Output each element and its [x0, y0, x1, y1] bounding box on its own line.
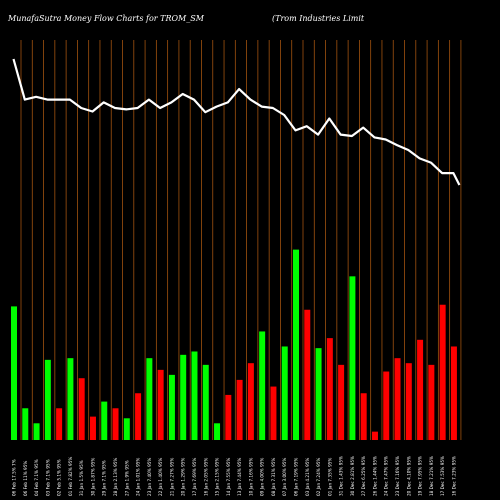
- x-tick-label: 27 Jan 1.9% 95%: [124, 460, 129, 496]
- money-flow-bar: [293, 249, 299, 440]
- bar-layer: [11, 249, 457, 440]
- price-line: [12, 58, 461, 186]
- x-tick-label: 31 Jan 1.5% 95%: [79, 460, 84, 496]
- money-flow-bar: [383, 371, 390, 440]
- x-tick-label: 06 Feb 11% 95%: [23, 461, 28, 496]
- money-flow-bar: [417, 339, 424, 440]
- money-flow-bar: [304, 309, 311, 440]
- money-flow-bar: [247, 363, 254, 440]
- money-flow-bar: [44, 359, 51, 440]
- x-tick-label: 10 Jan 7.16% 95%: [248, 458, 253, 496]
- x-tick-label: 04 Feb 7.1% 95%: [34, 459, 39, 496]
- money-flow-bar: [180, 354, 187, 440]
- money-flow-bar: [56, 408, 63, 440]
- money-flow-bar: [214, 423, 221, 440]
- money-flow-bar: [89, 416, 96, 440]
- x-tick-label: 07 Jan 3.00% 95%: [282, 458, 287, 496]
- money-flow-bar: [360, 393, 367, 440]
- x-tick-label: 20 Dec 4.10% 95%: [406, 456, 411, 496]
- x-tick-label: 20 Jan 1.29% 95%: [181, 458, 186, 496]
- money-flow-bar: [270, 386, 277, 440]
- money-flow-bar: [157, 369, 164, 440]
- money-flow-bar: [394, 358, 401, 440]
- money-flow-bar: [22, 408, 29, 440]
- x-tick-label: 13 Jan 7.44% 95%: [237, 458, 242, 496]
- money-flow-bar: [191, 351, 198, 440]
- x-tick-label: 09 Jan 4.00% 95%: [260, 458, 265, 496]
- grid-layer: [20, 40, 462, 440]
- x-tick-label: 01 Feb 7.82% 95%: [68, 457, 73, 496]
- x-tick-label: 02 Feb 5.1% 95%: [57, 459, 62, 496]
- money-flow-bar: [67, 358, 74, 440]
- x-tick-label: 23 Jan 7.40% 95%: [147, 458, 152, 496]
- x-tick-label: 15 Jan 2.15% 95%: [215, 458, 220, 496]
- x-tick-label: 17 Jan 7.69% 95%: [192, 458, 197, 496]
- x-tick-label: 06 Jan 7.19% 95%: [294, 458, 299, 496]
- money-flow-bar: [236, 379, 243, 440]
- money-flow-bar: [439, 304, 446, 440]
- x-tick-label: 01 Jan 7.35% 95%: [327, 458, 332, 496]
- x-tick-label: 19 Dec 7.95% 95%: [418, 456, 423, 496]
- money-flow-bar: [259, 331, 266, 440]
- x-tick-label: 23 Dec 7.16% 95%: [395, 456, 400, 496]
- line-layer: [12, 58, 461, 186]
- money-flow-bar: [428, 364, 435, 440]
- label-layer: 06 Feb 17.5% 7% 06 Feb 11% 95% 04 Feb 7.1%…: [12, 456, 457, 496]
- chart-subtitle: (Trom Industries Limit: [272, 14, 365, 23]
- x-tick-label: 08 Jan 7.31% 95%: [271, 458, 276, 496]
- x-tick-label: 30 Dec 2.81% 95%: [350, 456, 355, 496]
- money-flow-bar: [405, 363, 412, 440]
- money-flow-bar: [146, 358, 153, 440]
- x-tick-label: 06 Feb 17.5% 7%: [12, 459, 17, 496]
- x-tick-label: 16 Dec 7.23% 95%: [451, 456, 456, 496]
- money-flow-bar: [78, 378, 85, 440]
- x-tick-label: 29 Jan 7.1% 95%: [102, 460, 107, 496]
- money-flow-bar: [168, 374, 175, 440]
- money-flow-bar: [315, 348, 322, 440]
- x-tick-label: 14 Jan 7.55% 95%: [226, 458, 231, 496]
- x-tick-label: 31 Dec 1.43% 95%: [339, 456, 344, 496]
- money-flow-bar: [33, 423, 40, 440]
- x-tick-label: 24 Jan 1.01% 95%: [136, 458, 141, 496]
- money-flow-bar: [202, 364, 209, 440]
- money-flow-bar: [371, 431, 378, 440]
- x-tick-label: 03 Jan 4.21% 95%: [305, 458, 310, 496]
- money-flow-bar: [101, 401, 108, 440]
- money-flow-bar: [123, 418, 130, 440]
- x-tick-label: 24 Dec 7.47% 95%: [384, 456, 389, 496]
- x-tick-label: 28 Jan 2.13% 95%: [113, 458, 118, 496]
- money-flow-bar: [281, 346, 288, 440]
- chart-title: MunafaSutra Money Flow Charts for TROM_S…: [8, 14, 204, 23]
- x-tick-label: 27 Dec 6.25% 95%: [361, 456, 366, 496]
- x-tick-label: 26 Dec 1.44% 95%: [372, 456, 377, 496]
- money-flow-bar: [225, 394, 232, 440]
- money-flow-bar: [450, 346, 457, 440]
- money-flow-bar: [326, 338, 333, 440]
- x-tick-label: 22 Jan 1.40% 95%: [158, 458, 163, 496]
- money-flow-bar: [112, 408, 119, 440]
- money-flow-bar: [135, 393, 142, 440]
- x-tick-label: 30 Jan 1.87% 95%: [90, 458, 95, 496]
- x-tick-label: 18 Dec 7.21% 95%: [429, 456, 434, 496]
- x-tick-label: 17 Dec 7.53% 95%: [440, 456, 445, 496]
- money-flow-bar: [338, 364, 345, 440]
- x-tick-label: 02 Jan 7.24% 95%: [316, 458, 321, 496]
- money-flow-bar: [349, 276, 356, 440]
- x-tick-label: 21 Jan 7.27% 95%: [169, 458, 174, 496]
- money-flow-bar: [11, 306, 17, 440]
- x-tick-label: 16 Jan 2.05% 95%: [203, 458, 208, 496]
- x-tick-label: 03 Feb 7.1% 95%: [45, 459, 50, 496]
